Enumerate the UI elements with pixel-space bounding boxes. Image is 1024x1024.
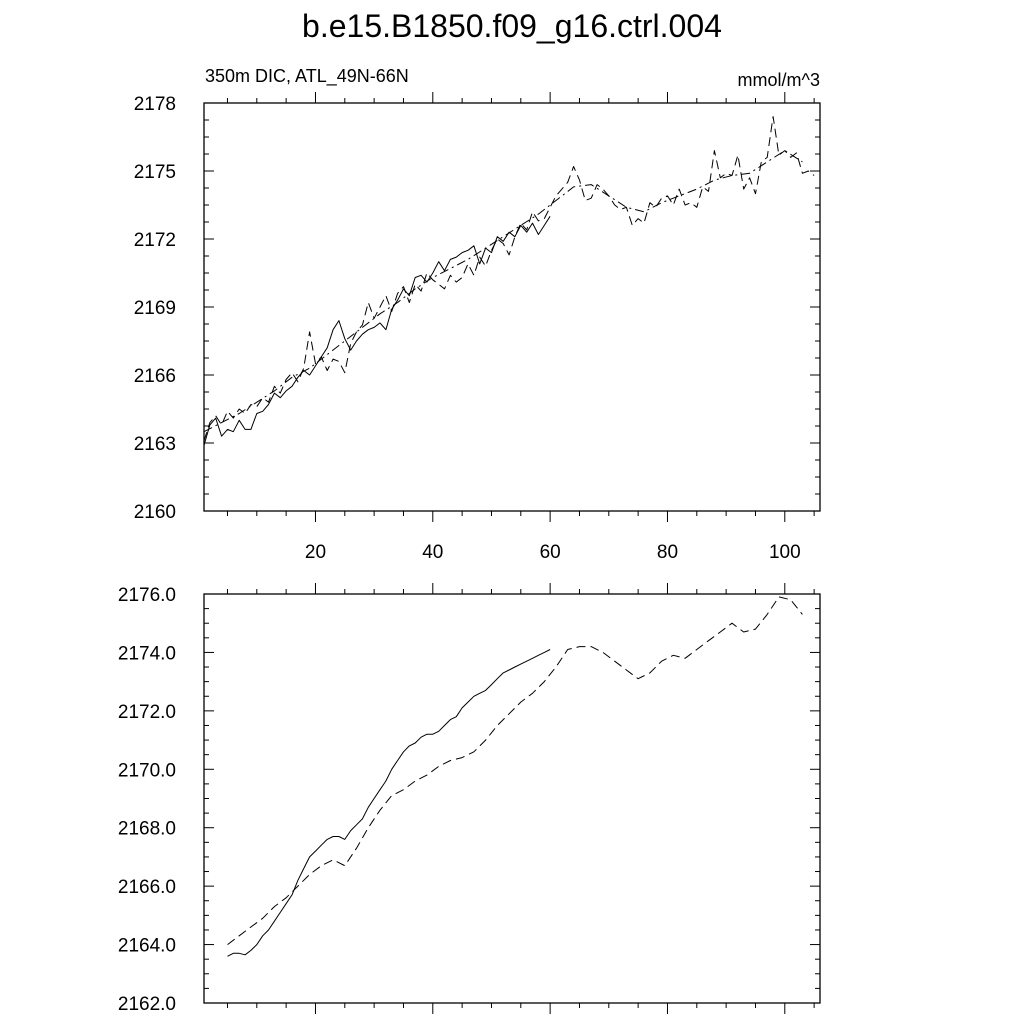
y-tick-label: 2160	[134, 502, 176, 523]
x-tick-label: 20	[305, 542, 326, 563]
x-tick-label: 100	[769, 542, 801, 563]
y-tick-label: 2169	[134, 298, 176, 319]
y-tick-label: 2166	[134, 366, 176, 387]
y-tick-label: 2174.0	[118, 643, 176, 664]
series-dashdot-line	[203, 150, 803, 433]
series-dash-line	[203, 116, 815, 441]
top-right-string: mmol/m^3	[738, 70, 820, 90]
y-tick-label: 2162.0	[118, 994, 176, 1015]
y-tick-label: 2178	[134, 94, 176, 115]
x-tick-label: 40	[422, 542, 443, 563]
figure-title: b.e15.B1850.f09_g16.ctrl.004	[302, 8, 722, 44]
y-tick-label: 2168.0	[118, 819, 176, 840]
y-tick-label: 2172	[134, 230, 176, 251]
series-dash-line	[227, 596, 803, 945]
y-tick-label: 2175	[134, 162, 176, 183]
series-solid-line	[203, 216, 551, 446]
series-solid-line	[227, 649, 551, 957]
y-tick-label: 2172.0	[118, 702, 176, 723]
y-tick-label: 2170.0	[118, 760, 176, 781]
x-tick-label: 60	[540, 542, 561, 563]
x-tick-label: 80	[657, 542, 678, 563]
top-panel: 350m DIC, ATL_49N-66N mmol/m^3 2160 2163 2…	[134, 66, 821, 563]
top-left-string: 350m DIC, ATL_49N-66N	[205, 66, 409, 87]
bottom-panel: 2162.0 2164.0 2166.0 2168.0 2170.0 2172.0 2174…	[118, 583, 821, 1015]
plot-frame	[203, 102, 821, 512]
y-tick-label: 2176.0	[118, 585, 176, 606]
y-tick-label: 2163	[134, 434, 176, 455]
plot-frame	[203, 593, 821, 1004]
y-tick-label: 2164.0	[118, 936, 176, 957]
y-tick-label: 2166.0	[118, 877, 176, 898]
